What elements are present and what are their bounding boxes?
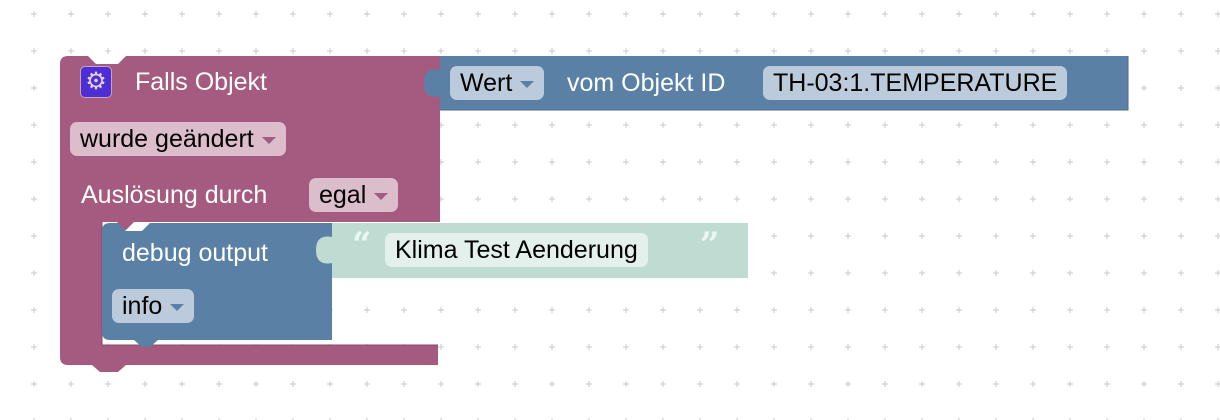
level-value: info	[122, 292, 163, 320]
trigger-value: egal	[319, 181, 367, 209]
trigger-label: Auslösung durch	[81, 181, 268, 209]
debug-label: debug output	[122, 239, 268, 267]
chevron-down-icon	[170, 303, 185, 311]
trigger-dropdown[interactable]: egal	[309, 178, 399, 212]
condition-value: wurde geändert	[80, 125, 254, 153]
close-quote-icon: ”	[700, 225, 720, 265]
condition-dropdown[interactable]: wurde geändert	[70, 122, 286, 156]
chevron-down-icon	[261, 136, 276, 144]
chevron-down-icon	[374, 192, 389, 200]
chevron-down-icon	[520, 80, 535, 88]
object-id-field[interactable]: TH-03:1.TEMPERATURE	[763, 66, 1068, 100]
attribute-value: Wert	[460, 69, 513, 97]
level-dropdown[interactable]: info	[112, 289, 195, 323]
gear-icon[interactable]: ⚙	[80, 66, 112, 98]
event-title: Falls Objekt	[135, 68, 267, 96]
attribute-dropdown[interactable]: Wert	[450, 66, 545, 100]
open-quote-icon: “	[352, 225, 372, 265]
text-field[interactable]: Klima Test Aenderung	[385, 233, 648, 267]
object-label: vom Objekt ID	[567, 69, 726, 97]
